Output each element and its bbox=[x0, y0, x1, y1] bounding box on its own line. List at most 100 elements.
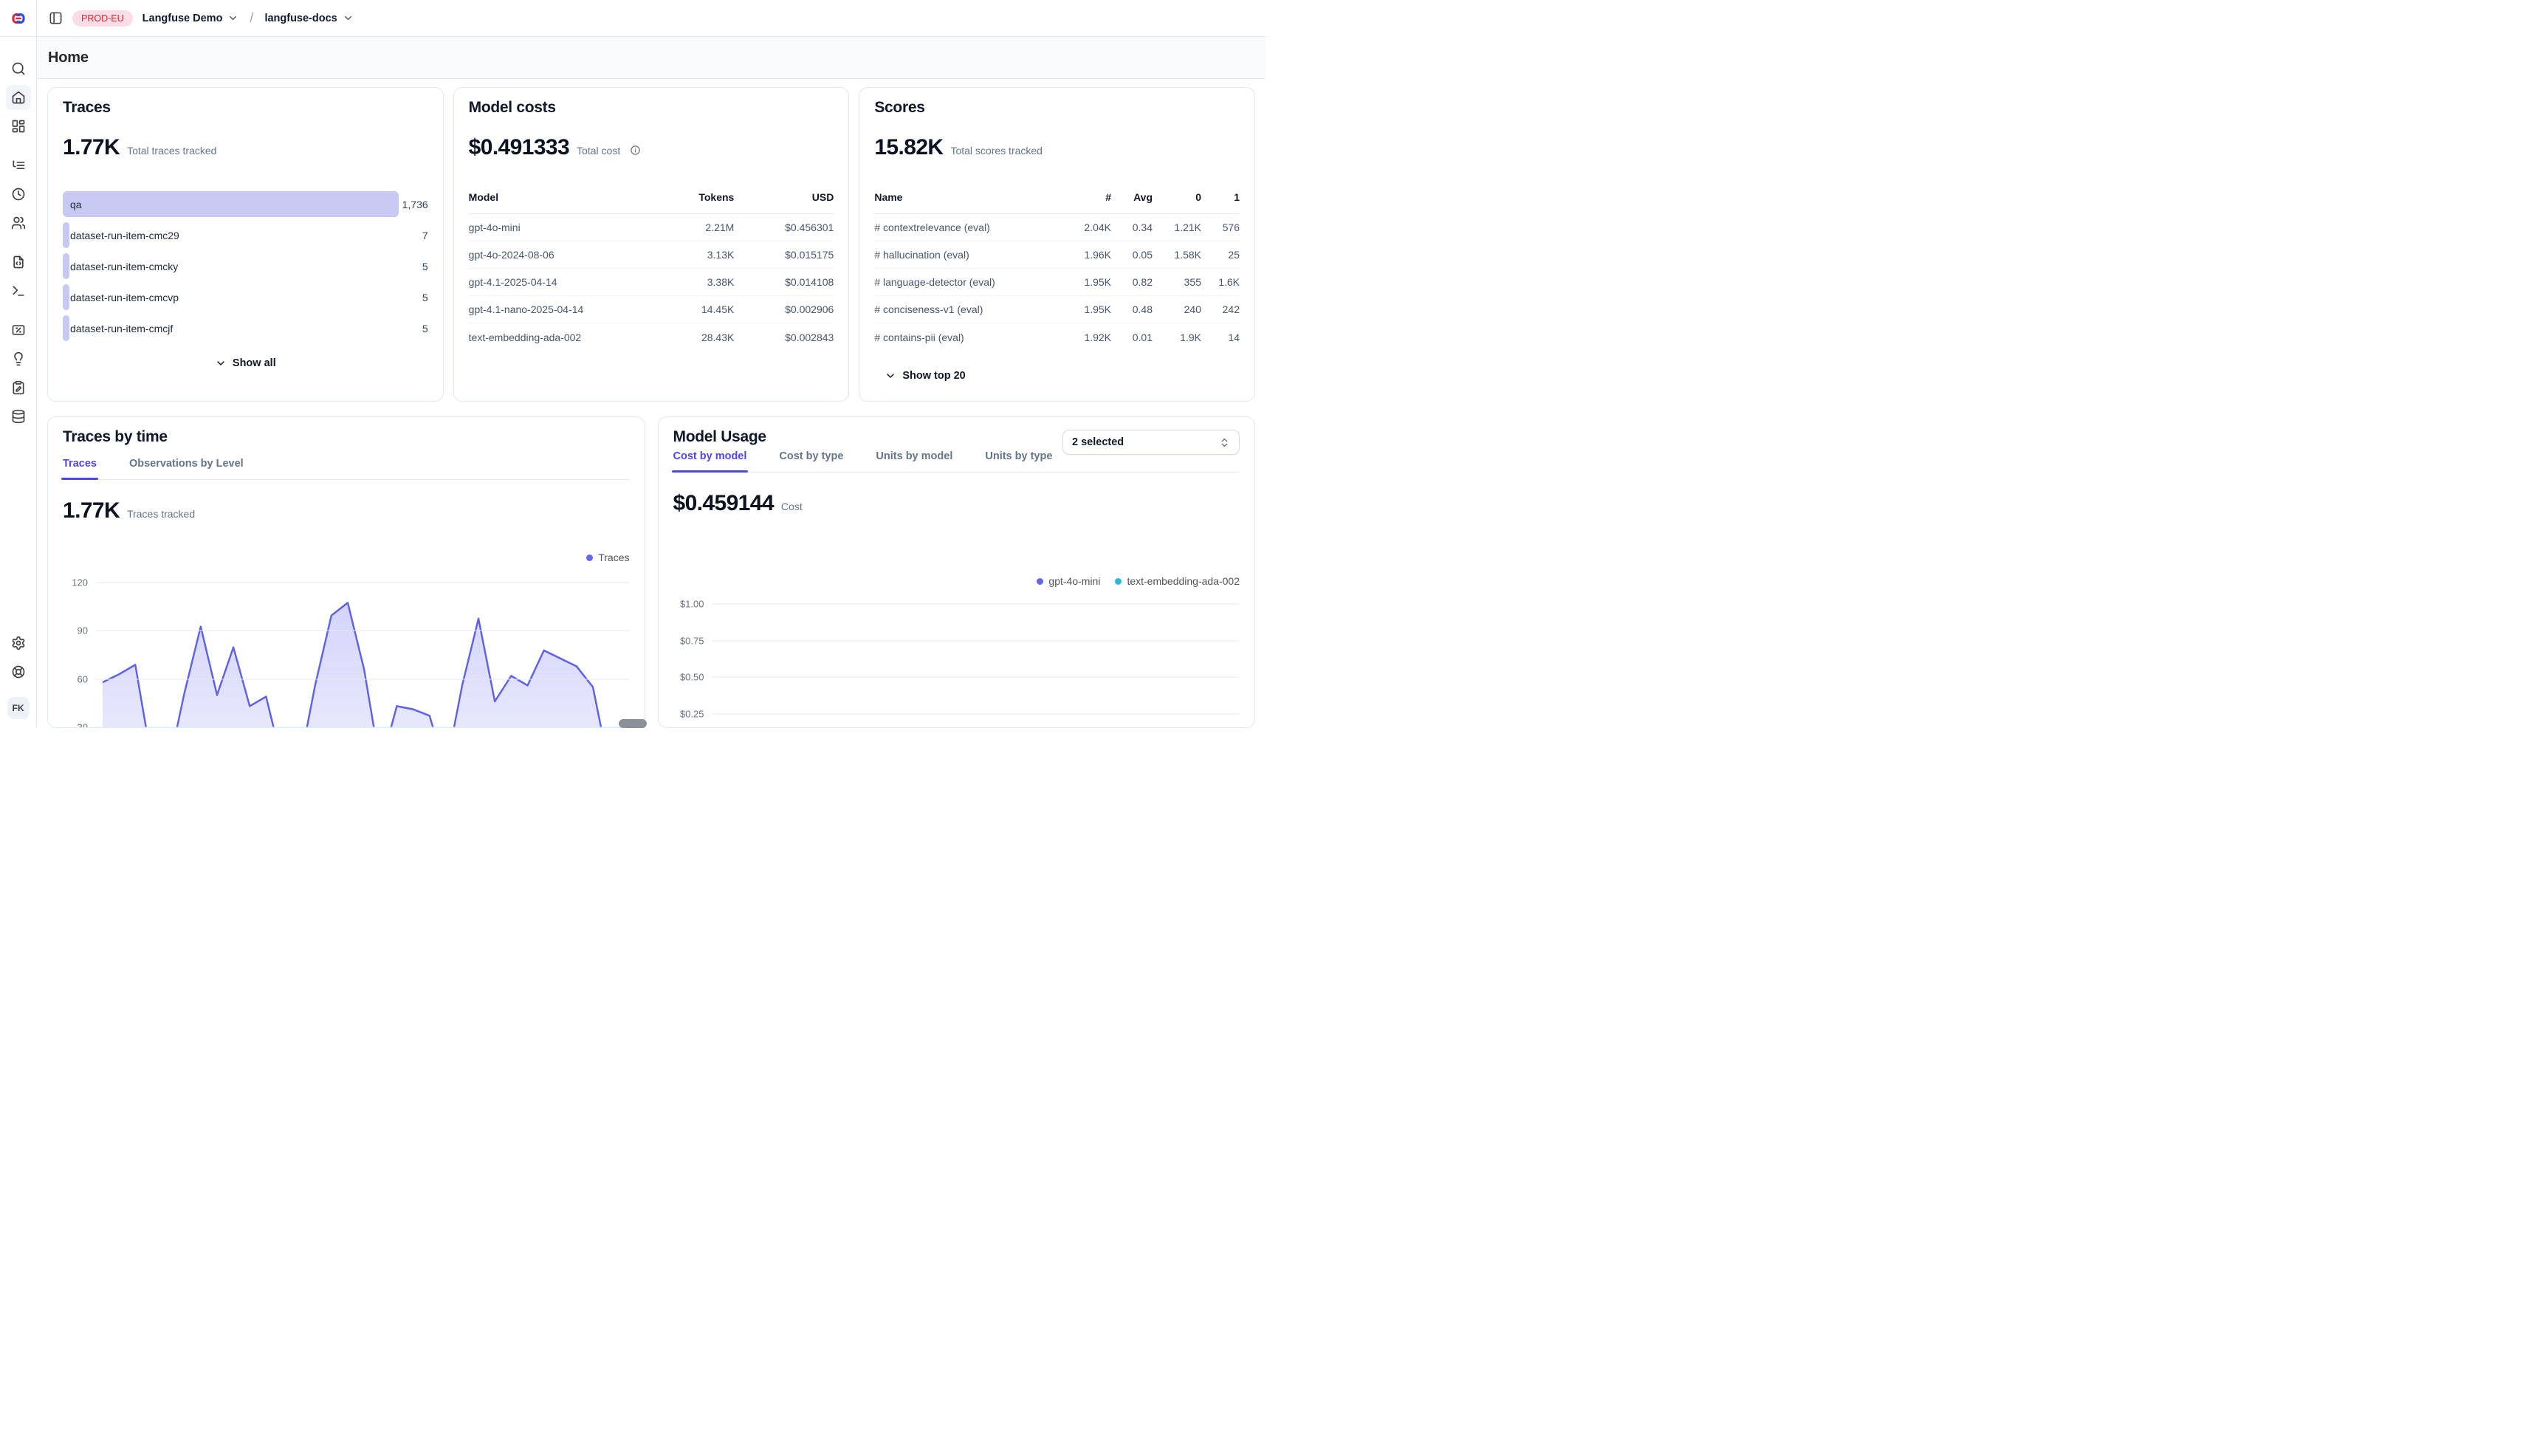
tab-observations-by-level[interactable]: Observations by Level bbox=[128, 458, 244, 470]
legend-label: gpt-4o-mini bbox=[1048, 575, 1101, 587]
tab-units-by-type[interactable]: Units by type bbox=[985, 450, 1053, 462]
project-selector[interactable]: langfuse-docs bbox=[264, 13, 353, 24]
trace-bar-row[interactable]: dataset-run-item-cmcky 5 bbox=[63, 253, 428, 279]
sidebar-nav bbox=[5, 56, 31, 433]
chart-gridline: 60 bbox=[63, 673, 630, 684]
model-select-dropdown[interactable]: 2 selected bbox=[1062, 430, 1240, 455]
traces-by-time-metric: 1.77K Traces tracked bbox=[63, 498, 630, 523]
legend-item: text-embedding-ada-002 bbox=[1115, 575, 1240, 587]
chevron-down-icon bbox=[217, 361, 224, 365]
traces-metric: 1.77K Total traces tracked bbox=[63, 135, 428, 160]
model-costs-table-header: Model Tokens USD bbox=[468, 191, 834, 214]
sidebar-item-support[interactable] bbox=[6, 659, 31, 684]
score-value-cell: 355 bbox=[1184, 276, 1201, 288]
traces-metric-label: Total traces tracked bbox=[127, 145, 217, 157]
score-value-cell: 1.58K bbox=[1174, 249, 1201, 261]
axis-tick-label: 120 bbox=[72, 577, 88, 588]
score-value-cell: 242 bbox=[1222, 303, 1240, 315]
score-value-cell: 0.34 bbox=[1132, 222, 1153, 233]
sidebar-item-datasets[interactable] bbox=[6, 404, 31, 429]
traces-time-chart: Traces 120 90 60 30 bbox=[63, 543, 630, 727]
scores-card-title: Scores bbox=[874, 99, 925, 116]
panel-left-icon bbox=[49, 12, 62, 24]
trace-bar bbox=[63, 284, 69, 310]
sidebar-item-dashboards[interactable] bbox=[6, 114, 31, 139]
traces-by-time-title: Traces by time bbox=[63, 428, 168, 445]
sidebar-footer: FK bbox=[6, 631, 31, 728]
score-name-cell: # contains-pii (eval) bbox=[874, 331, 964, 343]
sidebar-item-llm-judge[interactable] bbox=[6, 346, 31, 371]
file-braces-icon bbox=[13, 255, 24, 269]
score-value-cell: 0.01 bbox=[1132, 331, 1153, 343]
sidebar-toggle-button[interactable] bbox=[49, 11, 63, 25]
axis-tick-label: 30 bbox=[77, 721, 88, 728]
page-header: Home bbox=[37, 37, 1266, 79]
legend-label: Traces bbox=[598, 552, 630, 563]
horizontal-scrollbar-thumb[interactable] bbox=[619, 719, 647, 728]
usd-cell: $0.002843 bbox=[785, 331, 834, 343]
terminal-icon bbox=[13, 286, 24, 296]
database-icon bbox=[12, 409, 24, 424]
sidebar-item-search[interactable] bbox=[6, 56, 31, 81]
score-name-cell: # language-detector (eval) bbox=[874, 276, 995, 288]
traces-card-title: Traces bbox=[63, 99, 111, 116]
info-icon[interactable] bbox=[630, 145, 641, 159]
tab-cost-by-type[interactable]: Cost by type bbox=[779, 450, 844, 462]
sidebar-item-settings[interactable] bbox=[6, 631, 31, 656]
tab-units-by-model[interactable]: Units by model bbox=[876, 450, 953, 462]
trace-bar-row[interactable]: dataset-run-item-cmcjf 5 bbox=[63, 315, 428, 341]
trace-bar-value: 7 bbox=[422, 229, 428, 241]
model-usage-chart-legend: gpt-4o-mini text-embedding-ada-002 bbox=[1037, 575, 1240, 587]
langfuse-logo-icon bbox=[11, 13, 25, 24]
trace-bar-row[interactable]: qa 1,736 bbox=[63, 191, 428, 217]
page-title: Home bbox=[48, 49, 89, 66]
sidebar-item-tracing[interactable] bbox=[6, 153, 31, 178]
model-cost-row: gpt-4.1-nano-2025-04-14 14.45K $0.002906 bbox=[468, 296, 834, 323]
trace-bar-row[interactable]: dataset-run-item-cmc29 7 bbox=[63, 222, 428, 248]
traces-by-time-metric-value: 1.77K bbox=[63, 498, 120, 523]
usd-cell: $0.456301 bbox=[785, 222, 834, 233]
traces-chart-legend: Traces bbox=[586, 552, 630, 563]
org-selector[interactable]: Langfuse Demo bbox=[142, 13, 239, 24]
tab-traces[interactable]: Traces bbox=[61, 458, 98, 480]
traces-card: Traces 1.77K Total traces tracked qa 1,73… bbox=[47, 87, 444, 402]
gridline-rule bbox=[711, 676, 1240, 678]
tokens-cell: 2.21M bbox=[705, 222, 735, 233]
show-top-20-button[interactable]: Show top 20 bbox=[874, 370, 1240, 382]
main-area: PROD-EU Langfuse Demo / langfuse-docs Ho… bbox=[37, 0, 1266, 728]
column-header: # bbox=[1105, 191, 1111, 203]
trace-bar-row[interactable]: dataset-run-item-cmcvp 5 bbox=[63, 284, 428, 310]
sidebar-item-evaluation[interactable] bbox=[6, 317, 31, 343]
sidebar-item-sessions[interactable] bbox=[6, 182, 31, 207]
trace-bar-label: dataset-run-item-cmcvp bbox=[70, 291, 179, 303]
sidebar-item-annotation[interactable] bbox=[6, 375, 31, 400]
gear-icon bbox=[12, 636, 24, 650]
tab-cost-by-model[interactable]: Cost by model bbox=[671, 450, 749, 473]
axis-tick-label: $0.50 bbox=[679, 671, 704, 683]
sidebar-item-users[interactable] bbox=[6, 210, 31, 236]
traces-area-series bbox=[103, 602, 602, 727]
model-cost-row: gpt-4o-mini 2.21M $0.456301 bbox=[468, 214, 834, 241]
lightbulb-icon bbox=[13, 351, 23, 366]
legend-dot bbox=[1037, 577, 1044, 585]
model-usage-tabs: Cost by model Cost by type Units by model U… bbox=[671, 450, 1240, 473]
dashboard-grid-icon bbox=[12, 120, 24, 133]
tokens-cell: 3.13K bbox=[707, 249, 735, 261]
langfuse-logo[interactable] bbox=[0, 0, 36, 37]
score-row: # contains-pii (eval) 1.92K 0.01 1.9K 14 bbox=[874, 323, 1240, 351]
column-header: Model bbox=[468, 191, 499, 203]
scores-card: Scores 15.82K Total scores tracked Name #… bbox=[859, 87, 1255, 402]
sidebar-item-playground[interactable] bbox=[6, 278, 31, 303]
show-all-button[interactable]: Show all bbox=[63, 357, 428, 369]
gridline-rule bbox=[711, 603, 1240, 605]
model-cost-row: gpt-4o-2024-08-06 3.13K $0.015175 bbox=[468, 241, 834, 269]
user-avatar[interactable]: FK bbox=[7, 697, 30, 719]
score-name-cell: # contextrelevance (eval) bbox=[874, 222, 990, 233]
tokens-cell: 28.43K bbox=[701, 331, 735, 343]
column-header: 1 bbox=[1234, 191, 1240, 203]
usd-cell: $0.015175 bbox=[785, 249, 834, 261]
scores-table: Name # Avg 0 1 # contextrelevance (eval) 2.04… bbox=[874, 191, 1240, 351]
sidebar-item-home[interactable] bbox=[5, 85, 31, 110]
sidebar-item-prompts[interactable] bbox=[6, 250, 31, 275]
model-usage-metric-value: $0.459144 bbox=[673, 491, 775, 515]
